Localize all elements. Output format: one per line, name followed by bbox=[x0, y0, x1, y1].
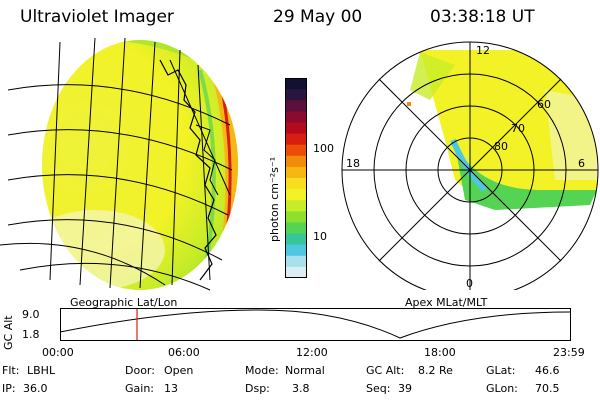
colorbar-segment bbox=[285, 122, 307, 135]
colorbar-segment bbox=[285, 200, 307, 212]
mlt-label-18: 18 bbox=[346, 157, 360, 170]
dsp-label: Dsp: bbox=[245, 382, 270, 395]
colorbar-segment bbox=[285, 89, 307, 101]
glon-value: 70.5 bbox=[535, 382, 560, 395]
polar-grid bbox=[341, 41, 599, 290]
gcalt-value: 8.2 Re bbox=[418, 364, 453, 377]
colorbar-segment bbox=[285, 222, 307, 235]
mode-label: Mode: bbox=[245, 364, 279, 377]
instrument-title: Ultraviolet Imager bbox=[20, 7, 174, 27]
altitude-ytick-9: 9.0 bbox=[22, 308, 40, 321]
colorbar-segment bbox=[285, 111, 307, 123]
xtick-1200: 12:00 bbox=[296, 346, 328, 359]
gcalt-label: GC Alt: bbox=[366, 364, 405, 377]
gain-value: 13 bbox=[164, 382, 178, 395]
flt-value: LBHL bbox=[27, 364, 56, 377]
colorbar-segment bbox=[285, 233, 307, 246]
seq-label: Seq: bbox=[366, 382, 391, 395]
xtick-2359: 23:59 bbox=[553, 346, 585, 359]
altitude-curve bbox=[60, 309, 571, 339]
colorbar-segment bbox=[285, 244, 307, 257]
glon-label: GLon: bbox=[486, 382, 518, 395]
colorbar-segment bbox=[285, 155, 307, 168]
left-map-caption: Geographic Lat/Lon bbox=[70, 296, 178, 309]
ip-label: IP: bbox=[2, 382, 16, 395]
mlt-label-12: 12 bbox=[476, 44, 490, 57]
door-label: Door: bbox=[125, 364, 155, 377]
colorbar-segment bbox=[285, 144, 307, 157]
colorbar-segment bbox=[285, 211, 307, 223]
xtick-1800: 18:00 bbox=[424, 346, 456, 359]
dsp-value: 3.8 bbox=[292, 382, 310, 395]
colorbar-segment bbox=[285, 266, 307, 278]
mode-value: Normal bbox=[285, 364, 325, 377]
polar-aurora bbox=[407, 50, 597, 210]
mlt-label-0: 0 bbox=[466, 277, 473, 290]
altitude-plot bbox=[60, 308, 571, 341]
colorbar-segment bbox=[285, 100, 307, 112]
colorbar-segment bbox=[285, 178, 307, 190]
seq-value: 39 bbox=[398, 382, 412, 395]
xtick-0000: 00:00 bbox=[42, 346, 74, 359]
door-value: Open bbox=[164, 364, 194, 377]
colorbar-unit-label: photon cm⁻²s⁻¹ bbox=[268, 156, 281, 242]
coastline bbox=[159, 59, 217, 281]
date-label: 29 May 00 bbox=[273, 7, 363, 27]
colorbar bbox=[285, 78, 307, 278]
colorbar-segment bbox=[285, 255, 307, 268]
colorbar-tick-10: 10 bbox=[313, 230, 327, 243]
ip-value: 36.0 bbox=[23, 382, 48, 395]
colorbar-segment bbox=[285, 78, 307, 90]
colorbar-segment bbox=[285, 133, 307, 146]
altitude-ylabel: GC Alt bbox=[2, 315, 15, 350]
mlat-label-70: 70 bbox=[511, 122, 525, 135]
glat-label: GLat: bbox=[486, 364, 516, 377]
altitude-ytick-1-8: 1.8 bbox=[22, 328, 40, 341]
polar-plot bbox=[341, 41, 599, 290]
glat-value: 46.6 bbox=[535, 364, 560, 377]
colorbar-tick-100: 100 bbox=[313, 142, 334, 155]
geographic-image bbox=[0, 37, 238, 291]
right-map-caption: Apex MLat/MLT bbox=[405, 296, 488, 309]
xtick-0600: 06:00 bbox=[168, 346, 200, 359]
mlat-label-60: 60 bbox=[537, 98, 551, 111]
flt-label: Flt: bbox=[2, 364, 20, 377]
mlat-label-80: 80 bbox=[494, 140, 508, 153]
time-label: 03:38:18 UT bbox=[430, 7, 535, 27]
colorbar-segment bbox=[285, 189, 307, 201]
mlt-label-6: 6 bbox=[578, 157, 585, 170]
colorbar-segment bbox=[285, 166, 307, 179]
gain-label: Gain: bbox=[125, 382, 154, 395]
